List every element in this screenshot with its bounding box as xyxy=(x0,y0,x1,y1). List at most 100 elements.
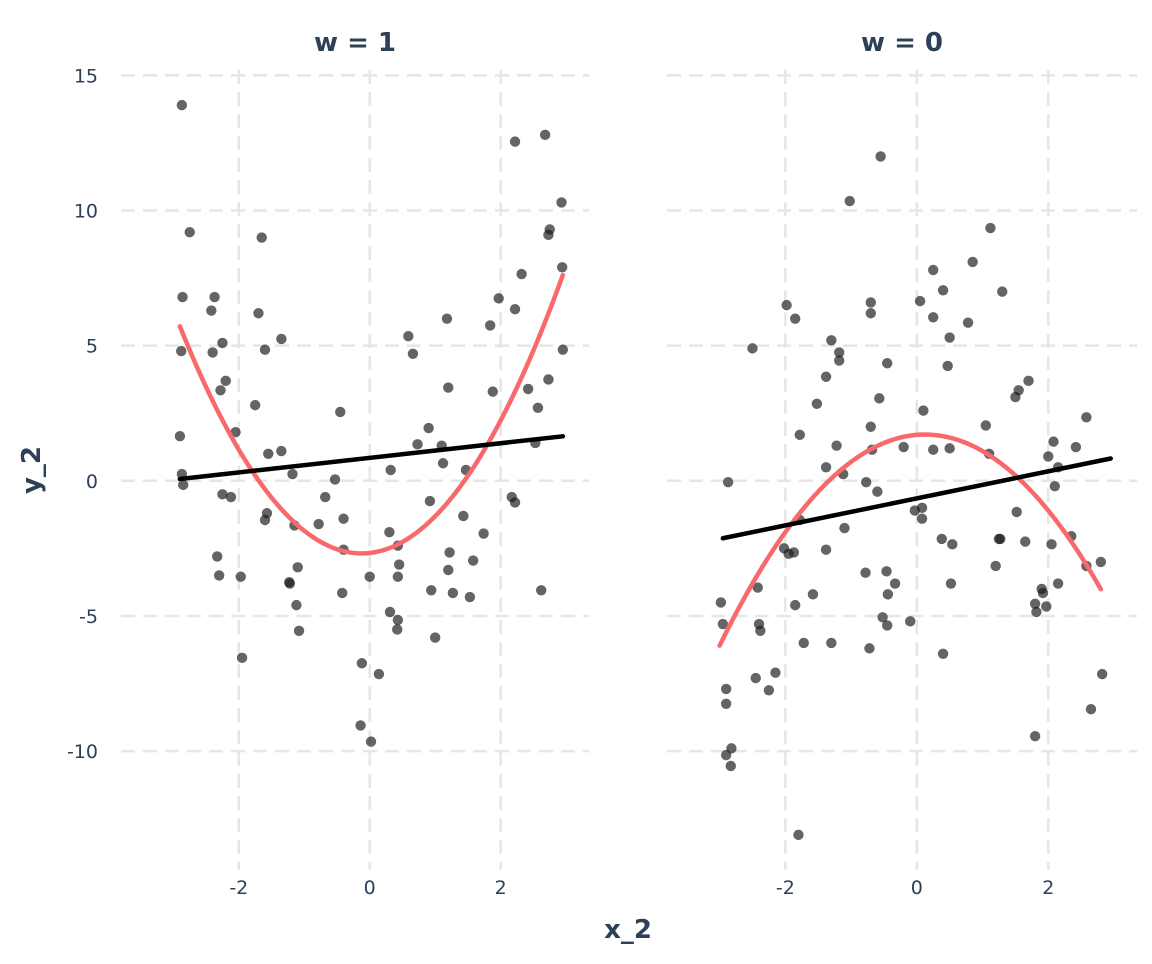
data-point xyxy=(176,345,187,357)
data-point xyxy=(807,589,819,600)
data-point xyxy=(291,599,302,611)
data-point xyxy=(487,386,498,397)
grid-layer xyxy=(121,70,1137,870)
data-point xyxy=(1041,601,1052,612)
data-point xyxy=(962,317,974,328)
data-point xyxy=(365,736,377,747)
data-point xyxy=(1013,385,1024,396)
data-point xyxy=(207,347,218,358)
data-point xyxy=(177,479,189,491)
data-point xyxy=(337,587,348,599)
data-point xyxy=(407,348,419,359)
points-layer xyxy=(174,99,1108,841)
data-point xyxy=(259,514,271,526)
data-point xyxy=(811,398,823,409)
data-point xyxy=(184,226,195,238)
data-point xyxy=(212,551,223,562)
data-point xyxy=(355,720,366,731)
data-point xyxy=(860,476,872,488)
y-tick-label: 10 xyxy=(74,201,98,223)
data-point xyxy=(424,495,436,507)
data-point xyxy=(392,614,404,626)
data-point xyxy=(916,513,928,524)
data-point xyxy=(1029,598,1041,609)
data-point xyxy=(225,491,237,503)
data-point xyxy=(532,402,544,414)
data-point xyxy=(1049,481,1061,492)
data-point xyxy=(230,426,241,438)
data-point xyxy=(1029,731,1041,742)
data-point xyxy=(834,355,845,366)
data-point xyxy=(781,299,792,311)
x-tick-label: -2 xyxy=(776,877,795,899)
data-point xyxy=(249,399,261,411)
data-point xyxy=(292,562,303,573)
data-point xyxy=(385,464,396,476)
x-tick-label: 2 xyxy=(1042,877,1054,899)
data-point xyxy=(752,582,763,593)
data-point xyxy=(793,829,804,841)
data-point xyxy=(967,256,978,268)
data-point xyxy=(426,585,437,596)
data-point xyxy=(373,668,385,680)
data-point xyxy=(444,547,455,558)
data-point xyxy=(826,637,837,649)
data-point xyxy=(384,606,396,618)
data-point xyxy=(1052,578,1064,589)
data-point xyxy=(820,462,832,473)
labels-layer: w = 1 -2 0 2 w = 0 -2 0 2 -10 -5 0 5 10 15 xyxy=(67,28,1054,899)
data-point xyxy=(177,291,188,303)
data-point xyxy=(464,591,476,603)
data-point xyxy=(556,262,568,273)
data-point xyxy=(259,344,271,355)
quadratic-fit-line xyxy=(717,432,1104,648)
data-point xyxy=(864,643,875,654)
data-point xyxy=(937,648,949,659)
data-point xyxy=(536,585,547,596)
data-point xyxy=(213,570,225,581)
data-point xyxy=(393,559,405,570)
quadratic-fit-line xyxy=(177,272,566,556)
data-point xyxy=(236,652,248,664)
data-point xyxy=(985,222,996,234)
data-point xyxy=(882,358,893,369)
data-point xyxy=(509,497,521,508)
data-point xyxy=(715,597,727,608)
x-tick-label: 0 xyxy=(911,877,923,899)
data-point xyxy=(287,468,298,480)
data-point xyxy=(263,448,274,459)
data-point xyxy=(820,371,832,382)
data-point xyxy=(206,305,217,316)
data-point xyxy=(1020,536,1031,547)
data-point xyxy=(789,313,801,324)
data-point xyxy=(522,383,534,395)
data-point xyxy=(831,440,842,451)
data-point xyxy=(997,286,1008,297)
x-tick-label: -2 xyxy=(229,877,248,899)
x-tick-label: 2 xyxy=(495,877,507,899)
data-point xyxy=(725,760,736,772)
data-point xyxy=(877,612,888,623)
y-tick-label: 15 xyxy=(74,65,98,87)
data-point xyxy=(882,620,893,631)
data-point xyxy=(905,616,916,627)
data-point xyxy=(443,564,454,576)
data-point xyxy=(437,458,449,469)
data-point xyxy=(429,632,441,643)
data-point xyxy=(995,533,1006,545)
data-point xyxy=(844,195,855,207)
data-point xyxy=(220,375,231,387)
data-point xyxy=(215,385,226,396)
data-point xyxy=(872,486,883,497)
data-point xyxy=(763,685,775,696)
data-point xyxy=(329,474,341,485)
data-point xyxy=(918,405,929,416)
data-point xyxy=(789,599,801,611)
data-point xyxy=(1011,506,1022,518)
data-point xyxy=(313,518,324,530)
data-point xyxy=(509,136,521,147)
data-point xyxy=(990,560,1001,572)
data-point xyxy=(256,232,267,243)
y-tick-label: -5 xyxy=(79,606,98,628)
data-point xyxy=(293,625,305,637)
